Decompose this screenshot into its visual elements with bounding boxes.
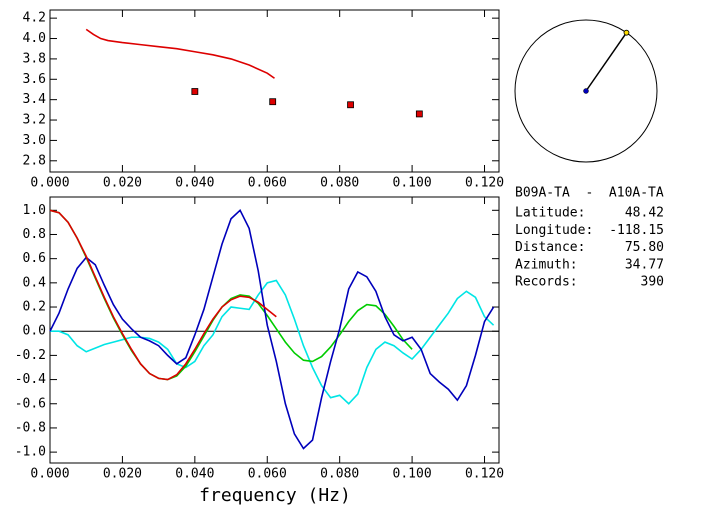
- info-value: 34.77: [625, 257, 664, 272]
- y-tick-label: -0.4: [15, 372, 46, 387]
- y-tick-label: 4.0: [23, 31, 46, 46]
- x-tick-label: 0.080: [320, 467, 359, 482]
- x-tick-label: 0.100: [393, 467, 432, 482]
- data-line: [49, 208, 495, 450]
- data-point: [347, 101, 354, 109]
- y-tick-label: 4.2: [23, 11, 46, 26]
- y-tick-label: 1.0: [23, 203, 46, 218]
- azimuth-circle: [514, 19, 658, 163]
- station-a: [583, 88, 589, 94]
- info-value: 48.42: [625, 206, 664, 221]
- x-tick-label: 0.120: [465, 467, 504, 482]
- info-value: 390: [641, 275, 664, 290]
- station-b: [623, 29, 630, 36]
- x-tick-label: 0.100: [393, 176, 432, 191]
- x-tick-label: 0.000: [30, 467, 69, 482]
- x-tick-label: 0.040: [175, 176, 214, 191]
- x-tick-label: 0.060: [248, 467, 287, 482]
- y-tick-label: -0.2: [15, 348, 46, 363]
- info-value: 75.80: [625, 240, 664, 255]
- data-line: [50, 279, 495, 405]
- plot-frame: [49, 9, 500, 173]
- x-tick-label: 0.080: [320, 176, 359, 191]
- info-value: -118.15: [609, 223, 664, 238]
- y-tick-label: 0.2: [23, 300, 46, 315]
- data-line: [85, 28, 275, 79]
- info-label: Latitude:: [515, 206, 585, 221]
- y-tick-label: -1.0: [15, 445, 46, 460]
- azimuth-line: [585, 32, 628, 92]
- y-tick-label: 0.4: [23, 275, 47, 290]
- info-label: Records:: [515, 275, 578, 290]
- data-point: [415, 110, 423, 118]
- x-tick-label: 0.060: [248, 176, 287, 191]
- y-tick-label: 0.0: [23, 324, 46, 339]
- y-tick-label: 3.4: [23, 92, 47, 107]
- y-tick-label: 3.6: [23, 72, 46, 87]
- info-label: Distance:: [515, 240, 585, 255]
- y-tick-label: 3.2: [23, 113, 46, 128]
- x-tick-label: 0.020: [103, 467, 142, 482]
- data-line: [49, 209, 277, 381]
- data-point: [269, 98, 277, 106]
- y-tick-label: 3.8: [23, 51, 46, 66]
- y-tick-label: -0.8: [15, 420, 46, 435]
- station-pair: B09A-TA - A10A-TA: [515, 186, 664, 201]
- y-tick-label: 2.8: [23, 153, 46, 168]
- data-line: [49, 209, 413, 381]
- x-tick-label: 0.000: [30, 176, 69, 191]
- plot-frame: [49, 196, 500, 464]
- x-tick-label: 0.040: [175, 467, 214, 482]
- info-label: Azimuth:: [515, 257, 578, 272]
- y-tick-label: 0.8: [23, 227, 46, 242]
- y-tick-label: 0.6: [23, 251, 46, 266]
- x-axis-label: frequency (Hz): [199, 485, 351, 506]
- x-tick-label: 0.120: [465, 176, 504, 191]
- data-point: [191, 88, 199, 95]
- y-tick-label: -0.6: [15, 396, 46, 411]
- info-label: Longitude:: [515, 223, 593, 238]
- x-tick-label: 0.020: [103, 176, 142, 191]
- y-tick-label: 3.0: [23, 133, 46, 148]
